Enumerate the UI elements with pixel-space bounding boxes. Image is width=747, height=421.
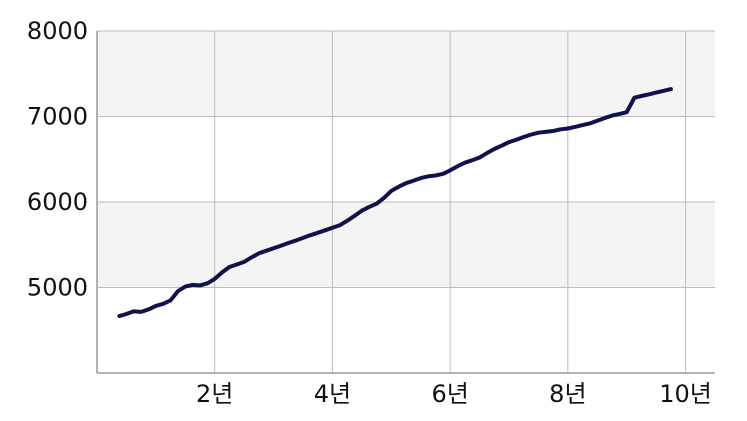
x-tick-label: 4년 [314, 380, 351, 408]
x-tick-label: 6년 [431, 380, 468, 408]
x-tick-label: 10년 [659, 380, 712, 408]
background-band-0 [97, 31, 715, 117]
axes [96, 31, 715, 374]
y-tick-label: 5000 [27, 274, 88, 302]
series-layer [117, 87, 673, 319]
tick-labels: 5000 6000 7000 8000 2년 4년 6년 8년 10년 [27, 17, 712, 408]
x-tick-label: 2년 [196, 380, 233, 408]
y-tick-label: 6000 [27, 188, 88, 216]
grid-lines [97, 30, 715, 373]
background-bands [97, 31, 715, 288]
x-tick-label: 8년 [549, 380, 586, 408]
series-line-0 [117, 87, 673, 319]
y-tick-label: 8000 [27, 17, 88, 45]
y-tick-label: 7000 [27, 103, 88, 131]
background-band-1 [97, 202, 715, 288]
